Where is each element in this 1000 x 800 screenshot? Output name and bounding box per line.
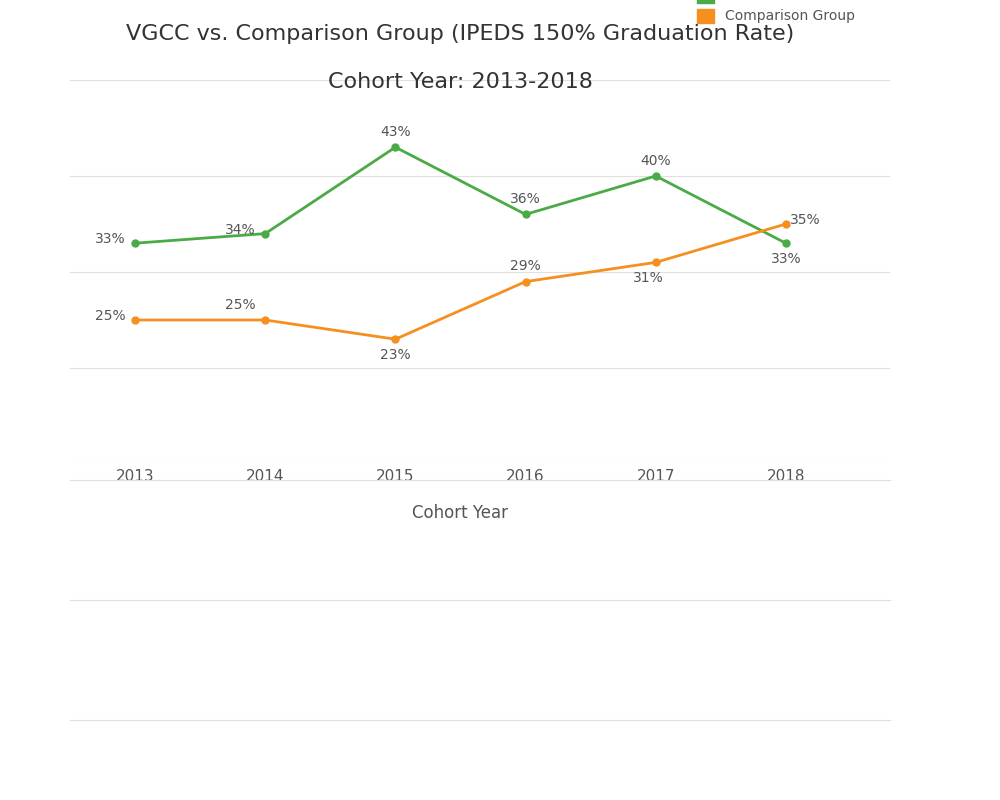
Text: 35%: 35% (790, 213, 821, 227)
Text: 25%: 25% (95, 309, 125, 323)
Text: 43%: 43% (380, 125, 411, 139)
Text: 36%: 36% (510, 192, 541, 206)
Legend: VGCC, Comparison Group: VGCC, Comparison Group (669, 0, 883, 23)
Text: 25%: 25% (225, 298, 256, 312)
Text: 23%: 23% (380, 348, 411, 362)
Text: VGCC vs. Comparison Group (IPEDS 150% Graduation Rate): VGCC vs. Comparison Group (IPEDS 150% Gr… (126, 24, 794, 44)
Text: 29%: 29% (510, 259, 541, 274)
Text: 33%: 33% (771, 252, 801, 266)
Text: 33%: 33% (95, 232, 125, 246)
Text: 31%: 31% (633, 271, 664, 285)
Text: Cohort Year: 2013-2018: Cohort Year: 2013-2018 (328, 72, 592, 92)
Text: 40%: 40% (640, 154, 671, 168)
Text: Cohort Year: Cohort Year (412, 504, 508, 522)
Text: 34%: 34% (225, 222, 256, 237)
